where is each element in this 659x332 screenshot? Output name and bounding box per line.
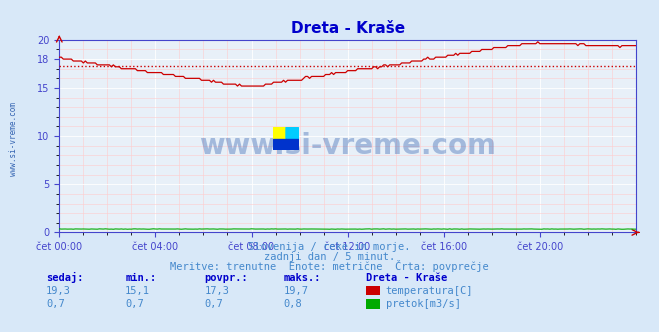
Title: Dreta - Kraše: Dreta - Kraše xyxy=(291,21,405,36)
Polygon shape xyxy=(273,139,286,150)
Text: 19,3: 19,3 xyxy=(46,286,71,296)
Text: 0,8: 0,8 xyxy=(283,299,302,309)
Polygon shape xyxy=(286,127,299,139)
Polygon shape xyxy=(273,139,299,150)
Text: 0,7: 0,7 xyxy=(125,299,144,309)
Text: zadnji dan / 5 minut.: zadnji dan / 5 minut. xyxy=(264,252,395,262)
Text: povpr.:: povpr.: xyxy=(204,273,248,283)
Text: temperatura[C]: temperatura[C] xyxy=(386,286,473,296)
Text: maks.:: maks.: xyxy=(283,273,321,283)
Text: 19,7: 19,7 xyxy=(283,286,308,296)
Text: min.:: min.: xyxy=(125,273,156,283)
Text: www.si-vreme.com: www.si-vreme.com xyxy=(199,132,496,160)
Text: Dreta - Kraše: Dreta - Kraše xyxy=(366,273,447,283)
Text: pretok[m3/s]: pretok[m3/s] xyxy=(386,299,461,309)
Text: Meritve: trenutne  Enote: metrične  Črta: povprečje: Meritve: trenutne Enote: metrične Črta: … xyxy=(170,260,489,272)
Text: 15,1: 15,1 xyxy=(125,286,150,296)
Bar xyxy=(273,127,286,139)
Text: www.si-vreme.com: www.si-vreme.com xyxy=(9,103,18,176)
Text: 0,7: 0,7 xyxy=(204,299,223,309)
Text: Slovenija / reke in morje.: Slovenija / reke in morje. xyxy=(248,242,411,252)
Text: sedaj:: sedaj: xyxy=(46,272,84,283)
Text: 17,3: 17,3 xyxy=(204,286,229,296)
Text: 0,7: 0,7 xyxy=(46,299,65,309)
Polygon shape xyxy=(286,127,299,139)
